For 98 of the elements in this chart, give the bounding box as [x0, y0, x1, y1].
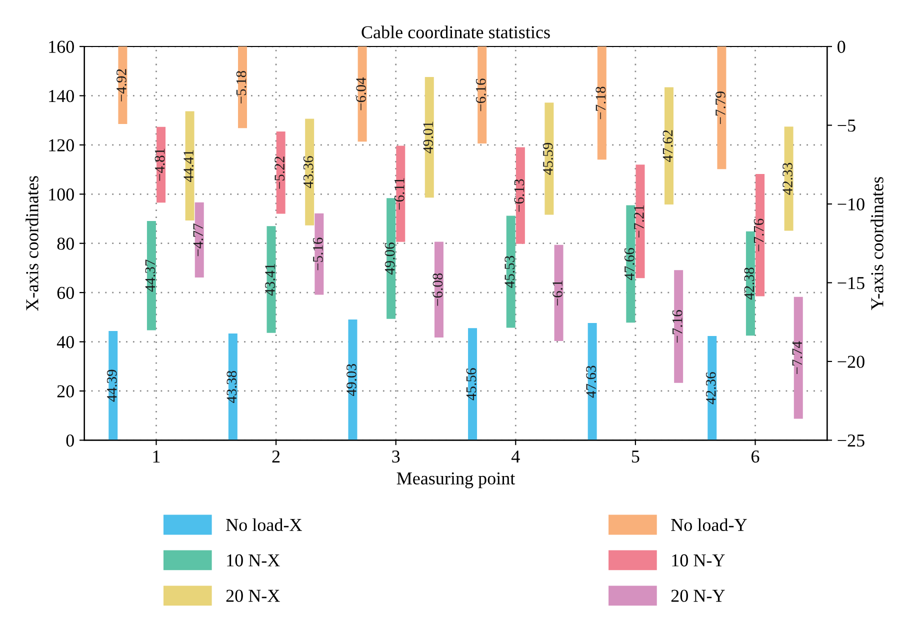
data-label: −6.11 [394, 178, 404, 210]
bar [108, 330, 118, 440]
bar [588, 323, 597, 440]
y2-tick-label: −25 [838, 434, 864, 447]
y-tick-label: 120 [49, 139, 74, 152]
y-axis-title: X-axis coordinates [26, 176, 38, 311]
data-label: 47.62 [662, 130, 673, 162]
y-tick-label: 60 [57, 286, 74, 300]
bar [506, 216, 516, 328]
bar [708, 336, 717, 440]
data-label: 44.39 [106, 370, 117, 402]
bar [664, 87, 674, 204]
data-label: 47.63 [586, 366, 596, 398]
data-label: −5.18 [236, 70, 246, 104]
bar [784, 126, 794, 231]
y2-tick-label: −10 [838, 198, 864, 210]
data-label: 45.59 [543, 142, 553, 175]
x-tick-label: 2 [272, 450, 280, 462]
bar [478, 46, 487, 144]
data-label: 47.66 [624, 248, 634, 280]
bar [717, 46, 726, 170]
y-tick-label: 100 [49, 188, 74, 201]
data-label: −4.77 [193, 224, 204, 256]
y-tick-label: 140 [49, 90, 74, 102]
data-label: −5.16 [313, 238, 323, 270]
y2-tick-label: −5 [838, 120, 856, 132]
y-tick-label: 40 [56, 336, 74, 348]
bar [228, 333, 238, 440]
bar [156, 126, 166, 203]
data-label: 42.36 [706, 372, 716, 404]
data-label: −4.92 [116, 69, 126, 102]
data-label: −7.79 [716, 92, 726, 124]
data-label: −7.74 [792, 341, 802, 374]
y2-tick-label: −15 [838, 277, 864, 290]
data-label: −7.76 [754, 218, 764, 252]
legend-label: No load-X [226, 518, 302, 532]
data-label: −6.13 [514, 179, 524, 212]
data-label: −6.04 [356, 77, 366, 110]
data-label: −4.81 [154, 148, 165, 181]
bar [118, 46, 128, 124]
legend-label: 10 N-Y [672, 554, 725, 566]
bar [516, 147, 525, 244]
data-label: −6.08 [432, 273, 443, 306]
data-label: 49.01 [423, 122, 434, 154]
legend-label: 10 N-X [227, 554, 280, 566]
legend-label: 20 N-X [226, 590, 280, 602]
bar [794, 296, 803, 419]
data-label: 45.56 [466, 368, 476, 400]
data-label: 44.41 [184, 150, 194, 182]
data-label: 42.38 [744, 268, 754, 300]
bar [434, 242, 444, 338]
y-tick-label: 0 [66, 434, 74, 447]
x-axis-title: Measuring point [396, 472, 516, 488]
bar [396, 146, 406, 242]
bar [185, 111, 194, 220]
y2-tick-label: 0 [838, 40, 846, 53]
x-tick-label: 4 [511, 450, 520, 462]
bar [674, 270, 684, 383]
bar [597, 46, 606, 160]
x-tick-label: 3 [392, 450, 400, 463]
data-label: 43.38 [226, 370, 237, 403]
data-label: −5.22 [274, 156, 285, 189]
bar [544, 102, 554, 215]
chart-title: Cable coordinate statistics [362, 26, 550, 38]
data-label: 49.06 [384, 242, 395, 275]
data-label: −7.21 [634, 205, 644, 238]
y-tick-label: 20 [57, 385, 74, 398]
data-label: 49.03 [346, 364, 356, 396]
bar [348, 320, 358, 440]
data-label: −7.16 [672, 310, 682, 343]
x-tick-label: 5 [632, 450, 640, 463]
data-label: 43.36 [303, 156, 314, 188]
y-tick-label: 80 [57, 238, 74, 250]
bar [146, 221, 156, 330]
x-tick-label: 1 [153, 450, 160, 462]
bar [276, 132, 286, 214]
data-label: 43.41 [265, 264, 275, 296]
y2-axis-title: Y-axis coordinates [870, 177, 884, 310]
bar [386, 198, 396, 319]
data-label: 45.53 [504, 256, 515, 288]
bar [468, 328, 478, 440]
data-label: −6.16 [476, 78, 486, 112]
y-tick-label: 160 [49, 40, 74, 53]
x-tick-label: 6 [752, 450, 760, 463]
data-label: −7.18 [596, 86, 606, 120]
bar [194, 202, 204, 278]
legend-label: No load-Y [671, 518, 747, 532]
bar [305, 118, 314, 226]
data-label: −6.1 [552, 280, 562, 306]
bar [358, 46, 367, 142]
y2-tick-label: −20 [838, 356, 864, 368]
bar [314, 213, 324, 295]
data-label: 44.37 [145, 260, 156, 292]
legend-label: 20 N-Y [671, 590, 725, 602]
bar [554, 244, 564, 341]
bar [238, 46, 247, 128]
data-label: 42.33 [782, 162, 793, 195]
bar [424, 76, 434, 198]
